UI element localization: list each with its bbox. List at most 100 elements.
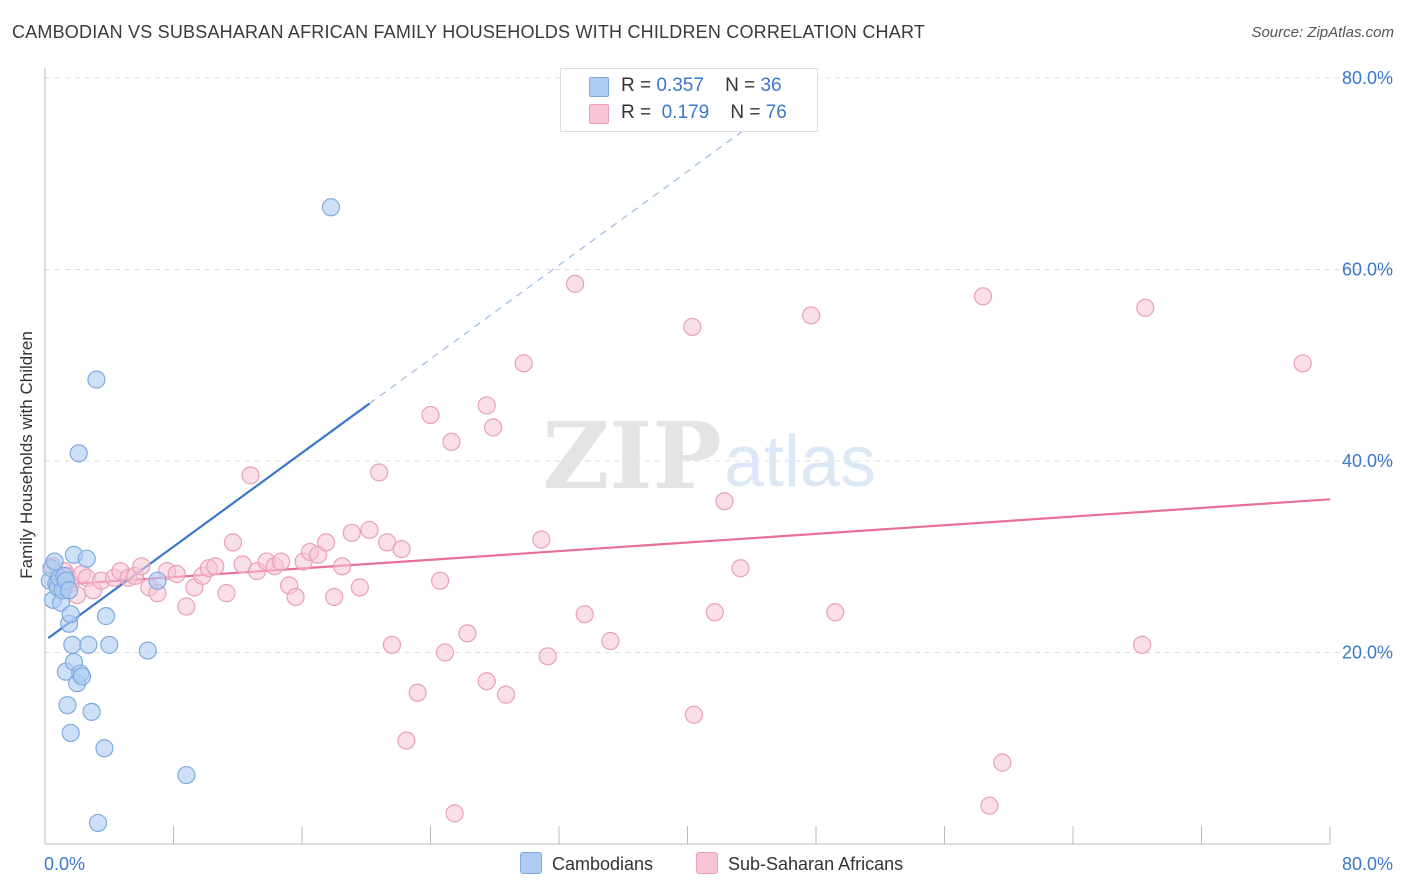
legend-n-label: N = xyxy=(725,75,756,96)
subsaharan-point xyxy=(1136,298,1155,317)
cambodian-point xyxy=(148,571,167,590)
x-tick-label: 80.0% xyxy=(1342,854,1393,874)
subsaharan-point xyxy=(601,631,620,651)
subsaharan-point xyxy=(538,647,557,666)
grid-lines xyxy=(45,77,1395,653)
legend-n-label: N = xyxy=(730,102,761,123)
cambodian-point xyxy=(77,549,96,568)
cambodian-point xyxy=(100,635,119,654)
subsaharan-point xyxy=(1132,635,1152,654)
cambodian-point xyxy=(72,667,92,686)
subsaharan-point xyxy=(826,603,845,622)
cambodian-point xyxy=(177,765,196,785)
cambodian-point xyxy=(321,198,341,217)
subsaharan-point xyxy=(421,405,440,425)
subsaharan-point xyxy=(316,533,336,552)
y-tick-label: 40.0% xyxy=(1342,451,1393,471)
legend-n-value: 36 xyxy=(760,75,782,96)
legend-r-label: R = xyxy=(621,75,652,96)
subsaharan-point xyxy=(241,466,260,485)
legend-row-subsaharan: R = 0.179 N = 76 xyxy=(621,102,787,124)
legend-n-value: 76 xyxy=(765,102,787,123)
cambodian-point xyxy=(59,581,79,600)
subsaharan-point xyxy=(993,753,1012,772)
subsaharan-point xyxy=(325,587,344,607)
tick-labels: 20.0% 40.0% 60.0% 80.0% 0.0% 80.0% xyxy=(44,68,1393,874)
subsaharan-point xyxy=(397,731,416,750)
subsaharan-point xyxy=(565,274,585,293)
bottom-legend-swatch-cambodians xyxy=(520,852,542,874)
subsaharan-point xyxy=(496,685,516,704)
bottom-legend-label-subsaharan: Sub-Saharan Africans xyxy=(728,854,904,874)
subsaharan-point xyxy=(1293,354,1312,373)
cambodian-point xyxy=(79,635,98,654)
subsaharan-point xyxy=(167,564,186,584)
legend: R = 0.357 N = 36 R = 0.179 N = 76 xyxy=(560,68,818,132)
bottom-legend-cambodians: Cambodians xyxy=(520,852,653,875)
cambodian-point xyxy=(95,739,114,758)
legend-r-value: 0.357 xyxy=(656,75,704,96)
legend-swatch-cambodians xyxy=(589,77,609,97)
legend-r-value: 0.179 xyxy=(661,102,710,123)
cambodian-point xyxy=(96,607,116,626)
subsaharan-point xyxy=(683,317,702,337)
subsaharan-point xyxy=(684,705,704,724)
watermark-atlas: atlas xyxy=(724,422,876,502)
subsaharan-point xyxy=(342,523,361,542)
cambodian-point xyxy=(69,444,88,463)
subsaharan-point xyxy=(458,624,477,643)
subsaharan-point xyxy=(217,584,236,603)
subsaharan-point xyxy=(802,306,821,325)
subsaharan-point xyxy=(132,557,151,576)
subsaharan-point xyxy=(514,354,533,373)
cambodian-point xyxy=(87,370,106,389)
cambodian-point xyxy=(88,813,108,833)
y-tick-label: 20.0% xyxy=(1342,643,1393,663)
subsaharan-point xyxy=(532,530,551,549)
subsaharan-point xyxy=(973,287,993,306)
subsaharan-points xyxy=(43,274,1312,823)
cambodian-point xyxy=(82,702,101,721)
subsaharan-point xyxy=(392,539,411,559)
subsaharan-point xyxy=(484,418,503,437)
cambodian-trend-extension xyxy=(369,118,761,405)
chart-title: CAMBODIAN VS SUBSAHARAN AFRICAN FAMILY H… xyxy=(12,22,926,42)
cambodian-points xyxy=(40,198,341,833)
subsaharan-point xyxy=(408,683,427,702)
subsaharan-point xyxy=(431,571,450,590)
subsaharan-point xyxy=(370,463,389,482)
bottom-legend-subsaharan: Sub-Saharan Africans xyxy=(696,852,903,875)
subsaharan-point xyxy=(435,643,455,662)
subsaharan-point xyxy=(177,597,196,616)
subsaharan-point xyxy=(477,672,496,691)
cambodian-point xyxy=(58,696,77,715)
subsaharan-point xyxy=(980,796,999,815)
subsaharan-point xyxy=(360,520,379,540)
x-tick-label: 0.0% xyxy=(44,854,85,874)
subsaharan-point xyxy=(445,804,464,823)
cambodian-point xyxy=(61,723,80,743)
axes xyxy=(44,68,1331,845)
cambodian-point xyxy=(45,552,64,571)
cambodian-trend-line xyxy=(47,402,371,640)
bottom-legend-label-cambodians: Cambodians xyxy=(552,854,654,874)
subsaharan-point xyxy=(206,557,225,576)
subsaharan-point xyxy=(575,605,594,624)
y-tick-label: 60.0% xyxy=(1342,260,1393,280)
legend-r-label: R = xyxy=(621,102,652,123)
subsaharan-point xyxy=(223,533,243,552)
cambodian-point xyxy=(63,635,82,654)
bottom-legend-swatch-subsaharan xyxy=(696,852,718,874)
cambodian-point xyxy=(61,605,80,624)
subsaharan-point xyxy=(272,552,291,571)
subsaharan-point xyxy=(477,396,496,415)
subsaharan-point xyxy=(731,559,750,578)
chart-source: Source: ZipAtlas.com xyxy=(1251,24,1394,41)
subsaharan-point xyxy=(333,557,352,576)
y-tick-label: 80.0% xyxy=(1342,68,1393,88)
subsaharan-point xyxy=(350,578,369,597)
subsaharan-point xyxy=(382,635,402,654)
subsaharan-point xyxy=(442,432,461,451)
legend-row-cambodians: R = 0.357 N = 36 xyxy=(621,75,782,97)
